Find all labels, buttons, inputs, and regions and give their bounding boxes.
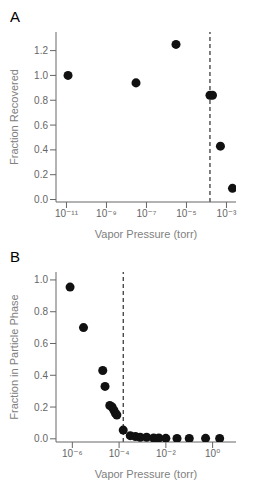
svg-text:0.0: 0.0 <box>34 433 48 444</box>
svg-text:10⁻²: 10⁻² <box>156 448 176 459</box>
svg-text:1.0: 1.0 <box>34 70 48 81</box>
svg-text:0.2: 0.2 <box>34 402 48 413</box>
svg-text:10⁻⁶: 10⁻⁶ <box>62 448 83 459</box>
svg-text:0.4: 0.4 <box>34 370 48 381</box>
html-text:B: B <box>10 248 20 265</box>
svg-text:10⁻¹¹: 10⁻¹¹ <box>55 208 79 219</box>
svg-text:10⁻³: 10⁻³ <box>217 208 237 219</box>
svg-text:0.6: 0.6 <box>34 120 48 131</box>
html-text:A: A <box>10 8 20 25</box>
svg-text:0.8: 0.8 <box>34 95 48 106</box>
svg-text:0.2: 0.2 <box>34 169 48 180</box>
svg-text:Fraction Recovered: Fraction Recovered <box>8 69 20 165</box>
svg-text:Fraction in Particle Phase: Fraction in Particle Phase <box>8 294 20 419</box>
svg-text:0.8: 0.8 <box>34 306 48 317</box>
svg-text:0.4: 0.4 <box>34 144 48 155</box>
svg-text:10⁰: 10⁰ <box>205 448 220 459</box>
svg-text:0.0: 0.0 <box>34 194 48 205</box>
svg-text:1.0: 1.0 <box>34 274 48 285</box>
svg-text:Vapor Pressure (torr): Vapor Pressure (torr) <box>95 468 198 480</box>
svg-text:Vapor Pressure (torr): Vapor Pressure (torr) <box>95 228 198 240</box>
svg-text:10⁻⁹: 10⁻⁹ <box>96 208 117 219</box>
svg-text:0.6: 0.6 <box>34 338 48 349</box>
svg-text:10⁻⁴: 10⁻⁴ <box>109 448 130 459</box>
svg-text:10⁻⁷: 10⁻⁷ <box>136 208 156 219</box>
svg-text:1.2: 1.2 <box>34 45 48 56</box>
svg-text:10⁻⁵: 10⁻⁵ <box>176 208 197 219</box>
